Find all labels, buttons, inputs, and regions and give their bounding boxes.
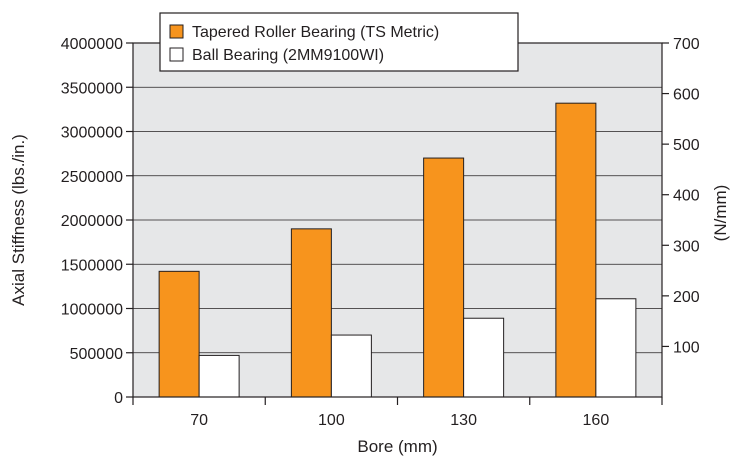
y-axis: 0 500000 1000000 1500000 2000000 2500000 30000… <box>61 36 133 407</box>
bar-tapered-roller-70 <box>158 270 200 398</box>
y2-tick-label: 700 <box>673 36 700 53</box>
bar-ball-bearing-130 <box>463 317 505 398</box>
legend-swatch-tapered-roller <box>169 24 184 39</box>
legend-box <box>159 12 519 72</box>
x-tick-label: 130 <box>450 412 477 429</box>
y-tick-label: 1000000 <box>61 302 123 319</box>
y-tick-label: 0 <box>114 390 123 407</box>
y-axis-label: Axial Stiffness (lbs./in.) <box>9 134 28 306</box>
y-tick-label: 1500000 <box>61 257 123 274</box>
y2-tick-label: 500 <box>673 137 700 154</box>
y-tick-label: 2500000 <box>61 169 123 186</box>
bar-ball-bearing-100 <box>330 334 372 398</box>
legend-label-tapered-roller: Tapered Roller Bearing (TS Metric) <box>192 24 439 41</box>
y-tick-label: 2000000 <box>61 213 123 230</box>
bar-tapered-roller-130 <box>423 157 465 398</box>
x-tick-label: 160 <box>583 412 610 429</box>
y2-tick-label: 300 <box>673 238 700 255</box>
bar-tapered-roller-160 <box>555 102 597 398</box>
bar-tapered-roller-100 <box>290 228 332 398</box>
x-axis-label: Bore (mm) <box>357 437 437 456</box>
legend-label-ball-bearing: Ball Bearing (2MM9100WI) <box>192 47 384 64</box>
y2-axis-label: (N/mm) <box>711 185 730 242</box>
y2-tick-label: 600 <box>673 87 700 104</box>
y2-tick-label: 200 <box>673 289 700 306</box>
legend: Tapered Roller Bearing (TS Metric) Ball … <box>159 12 519 72</box>
y-tick-label: 500000 <box>70 346 123 363</box>
y-tick-label: 4000000 <box>61 36 123 53</box>
x-axis: 70 100 130 160 <box>132 397 663 429</box>
y2-tick-label: 100 <box>673 339 700 356</box>
y-tick-label: 3500000 <box>61 80 123 97</box>
y2-tick-label: 400 <box>673 188 700 205</box>
y-tick-label: 3000000 <box>61 125 123 142</box>
legend-swatch-ball-bearing <box>169 47 184 62</box>
x-tick-label: 70 <box>190 412 208 429</box>
bar-ball-bearing-160 <box>595 298 637 398</box>
bar-ball-bearing-70 <box>198 354 240 398</box>
x-tick-label: 100 <box>318 412 345 429</box>
y2-axis: 100 200 300 400 500 600 700 <box>662 36 700 356</box>
